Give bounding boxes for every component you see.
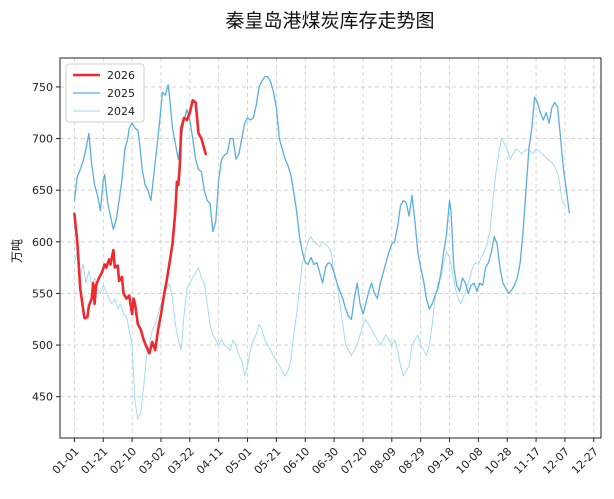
series-line-2026 bbox=[73, 99, 207, 355]
grid-lines bbox=[60, 58, 601, 438]
legend-label: 2024 bbox=[107, 105, 135, 118]
legend-box bbox=[65, 63, 145, 123]
chart-title: 秦皇岛港煤炭库存走势图 bbox=[225, 10, 434, 32]
y-tick-label: 750 bbox=[32, 81, 53, 94]
y-tick-label: 600 bbox=[32, 236, 53, 249]
legend-label: 2026 bbox=[107, 69, 135, 82]
legend-label: 2025 bbox=[107, 87, 135, 100]
y-tick-label: 500 bbox=[32, 339, 53, 352]
y-tick-label: 700 bbox=[32, 133, 53, 146]
legend: 2026 2025 2024 bbox=[65, 63, 145, 123]
y-tick-label: 450 bbox=[32, 391, 53, 404]
plot-area-frame bbox=[59, 57, 602, 439]
series-line-2024 bbox=[73, 138, 566, 420]
y-axis-label: 万吨 bbox=[10, 239, 24, 263]
y-tick-label: 650 bbox=[32, 184, 53, 197]
series-line-2025 bbox=[73, 75, 570, 320]
y-tick-label: 550 bbox=[32, 287, 53, 300]
series-lines bbox=[73, 75, 570, 420]
